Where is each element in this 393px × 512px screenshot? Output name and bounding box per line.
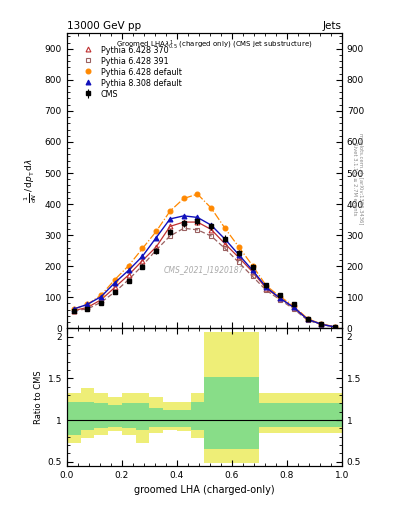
Bar (301, 403, 314, 426)
Bar (122, 403, 136, 429)
Bar (163, 410, 177, 426)
Text: Groomed LHA$\lambda^1_{0.5}$ (charged only) (CMS jet substructure): Groomed LHA$\lambda^1_{0.5}$ (charged on… (116, 39, 313, 52)
Bar (177, 402, 191, 431)
Text: 13000 GeV pp: 13000 GeV pp (67, 21, 141, 31)
Bar (149, 409, 163, 426)
Bar (81, 402, 94, 430)
Text: Jets: Jets (323, 21, 342, 31)
Legend: Pythia 6.428 370, Pythia 6.428 391, Pythia 6.428 default, Pythia 8.308 default, : Pythia 6.428 370, Pythia 6.428 391, Pyth… (76, 43, 184, 101)
Y-axis label: $\frac{1}{\mathrm{d}N}\,/\,\mathrm{d}p_\mathrm{T}\,\mathrm{d}\lambda$: $\frac{1}{\mathrm{d}N}\,/\,\mathrm{d}p_\… (22, 158, 39, 203)
Bar (94, 393, 108, 435)
Bar (232, 332, 246, 463)
Y-axis label: Ratio to CMS: Ratio to CMS (35, 370, 43, 424)
X-axis label: groomed LHA (charged-only): groomed LHA (charged-only) (134, 485, 275, 495)
Bar (287, 403, 301, 426)
Bar (108, 397, 122, 431)
Bar (177, 410, 191, 426)
Bar (218, 332, 232, 463)
Text: CMS_2021_I1920187: CMS_2021_I1920187 (164, 265, 244, 274)
Bar (232, 377, 246, 449)
Bar (314, 403, 328, 426)
Bar (259, 403, 273, 426)
Bar (191, 393, 204, 438)
Bar (149, 397, 163, 433)
Bar (136, 403, 149, 430)
Bar (314, 393, 328, 433)
Bar (163, 402, 177, 430)
Bar (191, 402, 204, 430)
Bar (328, 403, 342, 426)
Bar (67, 402, 81, 435)
Bar (122, 393, 136, 435)
Bar (218, 377, 232, 449)
Text: Rivet 3.1.10, ≥ 2.7M events: Rivet 3.1.10, ≥ 2.7M events (352, 142, 357, 216)
Bar (287, 393, 301, 433)
Bar (246, 332, 259, 463)
Bar (246, 377, 259, 449)
Bar (81, 388, 94, 438)
Bar (136, 393, 149, 443)
Bar (259, 393, 273, 433)
Bar (204, 377, 218, 449)
Bar (108, 405, 122, 426)
Text: mcplots.cern.ch [arXiv:1306.3436]: mcplots.cern.ch [arXiv:1306.3436] (358, 134, 363, 225)
Bar (301, 393, 314, 433)
Bar (273, 393, 287, 433)
Bar (204, 332, 218, 463)
Bar (328, 393, 342, 433)
Bar (94, 403, 108, 429)
Bar (67, 393, 81, 443)
Bar (273, 403, 287, 426)
